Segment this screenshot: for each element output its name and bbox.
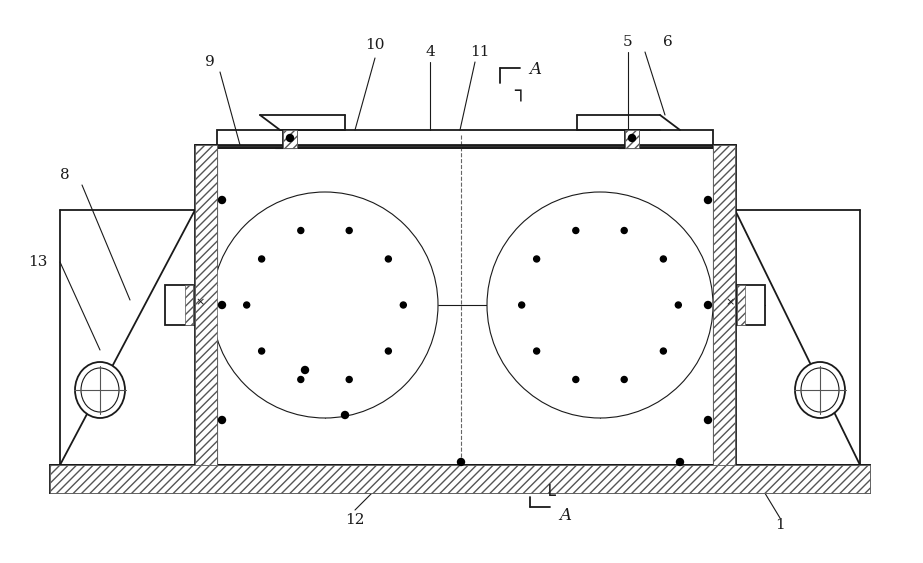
Circle shape bbox=[212, 192, 438, 418]
Text: 4: 4 bbox=[426, 45, 435, 59]
Circle shape bbox=[528, 233, 672, 377]
Bar bbox=[185, 285, 193, 325]
Circle shape bbox=[487, 192, 713, 418]
Circle shape bbox=[512, 217, 688, 393]
Circle shape bbox=[298, 227, 304, 234]
Circle shape bbox=[660, 348, 666, 354]
Circle shape bbox=[458, 458, 464, 466]
Circle shape bbox=[219, 196, 225, 203]
Circle shape bbox=[533, 256, 540, 262]
Circle shape bbox=[258, 348, 265, 354]
Circle shape bbox=[573, 227, 579, 234]
Text: 13: 13 bbox=[29, 255, 48, 269]
Ellipse shape bbox=[801, 368, 839, 412]
Circle shape bbox=[621, 227, 628, 234]
Bar bbox=[737, 285, 745, 325]
Circle shape bbox=[253, 233, 397, 377]
Circle shape bbox=[302, 367, 308, 373]
Text: 9: 9 bbox=[205, 55, 215, 69]
Bar bbox=[50, 465, 870, 493]
Bar bbox=[283, 130, 297, 148]
Text: ×: × bbox=[725, 297, 735, 307]
Text: A: A bbox=[529, 61, 541, 78]
Bar bbox=[50, 465, 870, 493]
Text: ┐: ┐ bbox=[514, 83, 526, 101]
Circle shape bbox=[342, 412, 349, 418]
Circle shape bbox=[704, 417, 712, 423]
Circle shape bbox=[317, 297, 333, 313]
Text: 10: 10 bbox=[366, 38, 385, 52]
Circle shape bbox=[237, 217, 413, 393]
Circle shape bbox=[533, 348, 540, 354]
Circle shape bbox=[704, 302, 712, 309]
Text: ×: × bbox=[196, 297, 205, 307]
Circle shape bbox=[219, 302, 225, 309]
Circle shape bbox=[492, 197, 708, 413]
Bar bbox=[195, 145, 217, 465]
Circle shape bbox=[676, 302, 681, 308]
Circle shape bbox=[573, 377, 579, 382]
Ellipse shape bbox=[81, 368, 119, 412]
Text: 6: 6 bbox=[663, 35, 673, 49]
Circle shape bbox=[244, 302, 250, 308]
Circle shape bbox=[217, 197, 433, 413]
Circle shape bbox=[621, 377, 628, 382]
Bar bbox=[217, 130, 713, 148]
Bar bbox=[713, 145, 735, 465]
Text: 12: 12 bbox=[345, 513, 365, 527]
Circle shape bbox=[219, 417, 225, 423]
Circle shape bbox=[386, 256, 391, 262]
Circle shape bbox=[346, 377, 353, 382]
Text: └: └ bbox=[545, 488, 556, 507]
Ellipse shape bbox=[75, 362, 125, 418]
Text: 11: 11 bbox=[470, 45, 490, 59]
Circle shape bbox=[519, 302, 524, 308]
Circle shape bbox=[273, 253, 377, 357]
Circle shape bbox=[298, 377, 304, 382]
Circle shape bbox=[286, 135, 294, 141]
Circle shape bbox=[401, 302, 406, 308]
Circle shape bbox=[660, 256, 666, 262]
Bar bbox=[625, 130, 639, 148]
Circle shape bbox=[677, 458, 684, 466]
Bar bbox=[737, 285, 765, 325]
Circle shape bbox=[548, 253, 652, 357]
Circle shape bbox=[592, 297, 608, 313]
Circle shape bbox=[386, 348, 391, 354]
Text: 5: 5 bbox=[623, 35, 633, 49]
Bar bbox=[165, 285, 193, 325]
Bar bbox=[283, 130, 297, 148]
Circle shape bbox=[629, 135, 636, 141]
Circle shape bbox=[704, 196, 712, 203]
Text: A: A bbox=[559, 507, 571, 524]
Circle shape bbox=[346, 227, 353, 234]
Text: 1: 1 bbox=[775, 518, 785, 532]
Bar bbox=[625, 130, 639, 148]
Bar bbox=[195, 145, 735, 465]
Ellipse shape bbox=[795, 362, 845, 418]
Circle shape bbox=[258, 256, 265, 262]
Text: 8: 8 bbox=[60, 168, 70, 182]
